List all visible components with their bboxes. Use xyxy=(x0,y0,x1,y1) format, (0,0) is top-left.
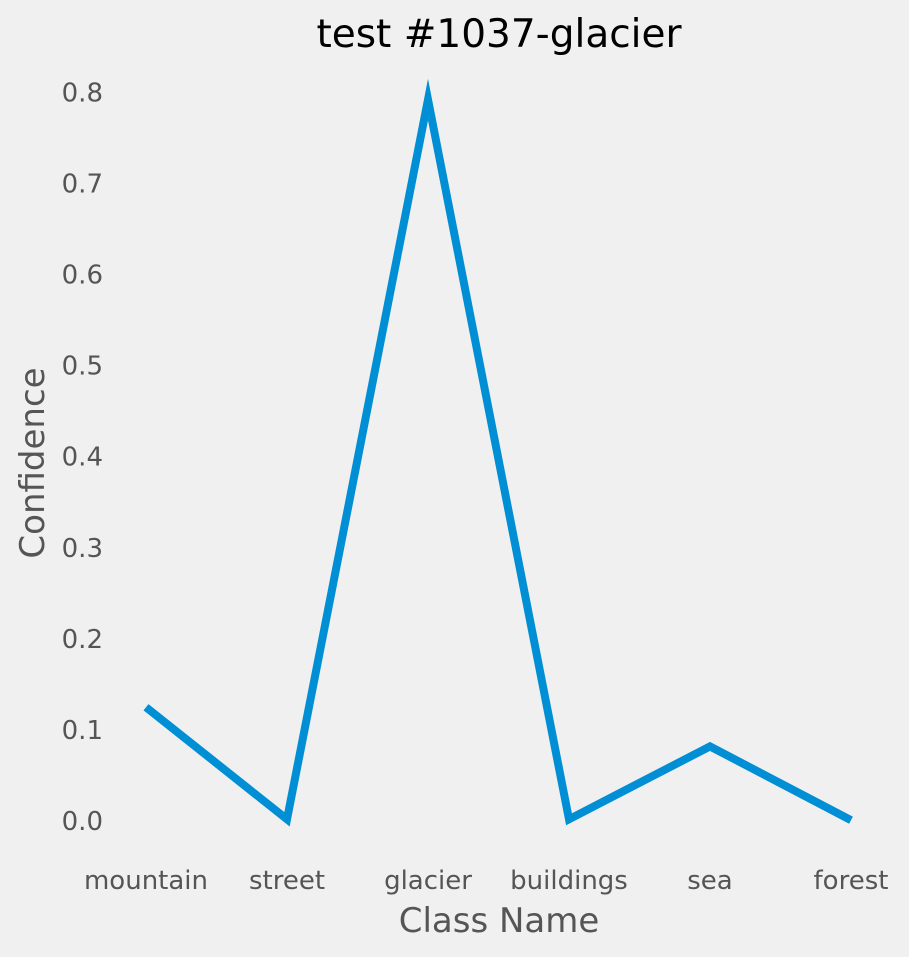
y-tick-label: 0.7 xyxy=(62,169,103,199)
y-tick-label: 0.3 xyxy=(62,534,103,564)
x-axis-label: Class Name xyxy=(399,901,600,941)
y-tick-label: 0.6 xyxy=(62,261,103,291)
y-tick-label: 0.4 xyxy=(62,443,103,473)
y-tick-label: 0.0 xyxy=(62,807,103,837)
y-tick-label: 0.8 xyxy=(62,78,103,108)
x-tick-label: mountain xyxy=(84,866,208,896)
series-layer xyxy=(143,78,853,827)
x-tick-label: sea xyxy=(687,866,732,896)
y-axis-label: Confidence xyxy=(13,367,53,558)
x-tick-label: buildings xyxy=(510,866,628,896)
x-tick-label: glacier xyxy=(384,866,472,896)
y-axis-ticks: 0.0 0.1 0.2 0.3 0.4 0.5 0.6 0.7 0.8 xyxy=(62,78,103,837)
x-tick-label: street xyxy=(249,866,325,896)
y-tick-label: 0.1 xyxy=(62,716,103,746)
series-line xyxy=(143,78,853,827)
y-tick-label: 0.5 xyxy=(62,352,103,382)
x-tick-label: forest xyxy=(814,866,889,896)
chart-title: test #1037-glacier xyxy=(316,12,682,57)
x-axis-ticks: mountain street glacier buildings sea forest xyxy=(84,866,888,896)
y-tick-label: 0.2 xyxy=(62,625,103,655)
